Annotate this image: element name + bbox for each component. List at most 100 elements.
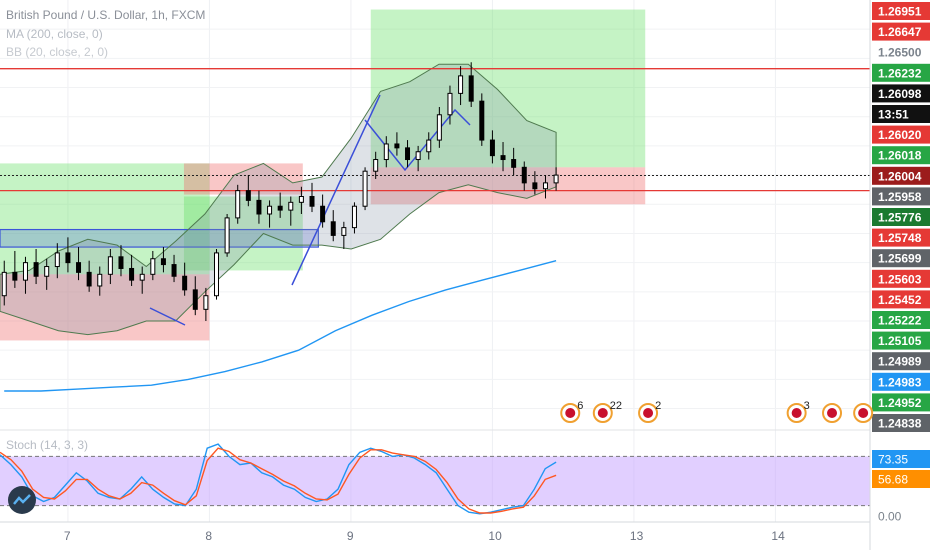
stoch-tick-label: 56.68 [878, 473, 908, 487]
stoch-layer [0, 429, 870, 515]
price-label-box [872, 125, 930, 144]
candle-body [256, 199, 262, 215]
candle-body [373, 159, 379, 172]
event-count-label: 22 [610, 400, 622, 412]
candle-body [213, 252, 219, 297]
green-zone-box [370, 9, 646, 168]
candle-body [182, 275, 188, 291]
event-count-label: 6 [577, 400, 583, 412]
candle-body [267, 205, 273, 215]
price-label-box [872, 187, 930, 206]
price-label: 1.26500 [878, 46, 922, 60]
candle-body [203, 295, 209, 310]
grid-layer [0, 0, 870, 522]
price-label: 1.24952 [878, 396, 922, 410]
candle-body [150, 258, 156, 275]
price-label-box [872, 352, 930, 371]
price-label-box [872, 269, 930, 288]
price-label: 1.26647 [878, 25, 922, 39]
price-label-box [872, 290, 930, 309]
events-layer: 6222313 [560, 400, 874, 423]
candle-body [129, 267, 135, 281]
candle-body [54, 252, 60, 268]
candle-body [33, 262, 39, 277]
event-flag-dot [791, 408, 802, 418]
symbol-title: British Pound / U.S. Dollar, 1h, FXCM [6, 8, 206, 22]
candle-body [436, 114, 442, 141]
price-label-box [872, 2, 930, 20]
price-label-box [872, 311, 930, 329]
candle-body [415, 151, 421, 161]
stoch-band-area [0, 456, 870, 506]
price-label-box [872, 331, 930, 350]
stoch-d-line [0, 447, 557, 514]
price-label: 1.24989 [878, 355, 922, 369]
red-zone-box [0, 274, 210, 341]
stoch-label-box [872, 450, 930, 468]
event-flag-dot [597, 408, 608, 418]
x-tick-label: 7 [64, 529, 71, 543]
candle-body [320, 205, 326, 223]
price-label: 1.25699 [878, 252, 922, 266]
x-tick-label: 10 [488, 529, 502, 543]
price-label-box [872, 84, 930, 103]
ma-legend: MA (200, close, 0) [6, 27, 103, 41]
candle-body [76, 262, 82, 273]
price-label: 1.25603 [878, 272, 922, 286]
candle-body [118, 256, 124, 269]
price-label-box [872, 393, 930, 412]
candle-body [532, 182, 538, 190]
candle-body [12, 271, 18, 281]
price-label: 1.26951 [878, 5, 922, 19]
candle-body [351, 205, 357, 229]
price-label: 1.26020 [878, 128, 922, 142]
price-label-box [872, 414, 930, 432]
candle-body [426, 139, 432, 153]
candle-body [394, 143, 400, 149]
candle-body [500, 155, 506, 161]
event-count-label: 2 [655, 400, 661, 412]
x-tick-label: 8 [205, 529, 212, 543]
price-label: 1.25776 [878, 211, 922, 225]
candle-body [542, 182, 548, 190]
candle-body [277, 205, 283, 211]
x-tick-label: 14 [771, 529, 785, 543]
candle-body [107, 256, 113, 275]
candle-body [224, 217, 230, 254]
price-label: 1.26232 [878, 66, 922, 80]
price-label-box [872, 22, 930, 41]
price-label-box [872, 63, 930, 82]
candle-body [44, 266, 50, 277]
candle-body [298, 195, 304, 203]
price-label: 1.25958 [878, 190, 922, 204]
candle-body [447, 92, 453, 116]
ma200-line [4, 260, 557, 392]
lines-layer [0, 68, 870, 392]
stoch-label-box [872, 470, 930, 488]
candle-body [1, 271, 7, 297]
candle-body [65, 252, 71, 264]
stoch-legend: Stoch (14, 3, 3) [6, 438, 89, 452]
red-zone-box [183, 163, 303, 195]
price-label-box [872, 249, 930, 268]
candle-body [86, 271, 92, 287]
candle-body [192, 289, 198, 310]
price-label: 1.25748 [878, 231, 922, 245]
candle-body [341, 227, 347, 236]
candle-body [362, 170, 368, 207]
candle-body [458, 75, 464, 94]
price-label-box [872, 208, 930, 226]
candle-body [489, 139, 495, 157]
tradingview-logo-icon[interactable] [8, 486, 36, 514]
price-label-box [872, 43, 930, 62]
candle-body [22, 262, 28, 281]
event-flag-dot [858, 408, 869, 418]
candle-body [97, 273, 103, 287]
price-label: 1.24983 [878, 375, 922, 389]
candles-layer [1, 62, 559, 321]
event-count-label: 3 [804, 400, 810, 412]
event-flag-dot [827, 408, 838, 418]
bb-legend: BB (20, close, 2, 0) [6, 45, 109, 59]
candle-body [139, 273, 145, 281]
candle-body [405, 147, 411, 161]
